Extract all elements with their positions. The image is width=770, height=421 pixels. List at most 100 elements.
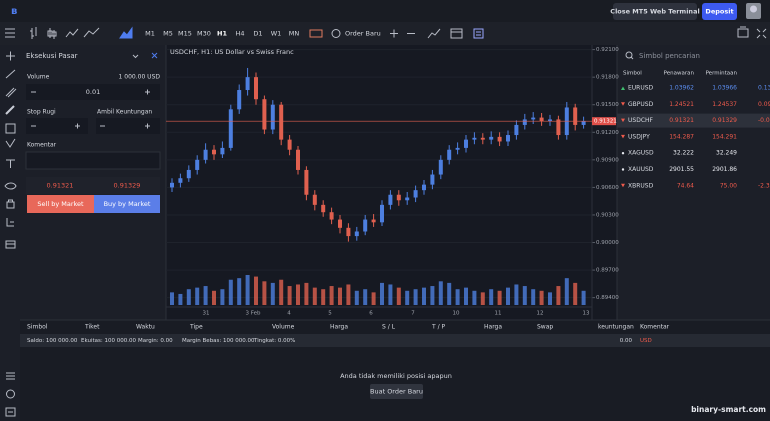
time-label: 3 Feb (246, 311, 261, 317)
volume-bar (514, 284, 519, 305)
change: -2.39 (758, 182, 770, 189)
symbol[interactable]: EURUSD (628, 85, 654, 92)
volume-bar (556, 286, 561, 305)
timeframe[interactable]: D1 (253, 30, 262, 38)
timeframe[interactable]: M15 (178, 30, 192, 38)
timeframe[interactable]: MN (289, 30, 300, 38)
left-toolbar (0, 45, 20, 421)
volume-bar (287, 286, 292, 305)
search-input[interactable]: Simbol pencarian (639, 52, 700, 60)
stepper[interactable] (31, 123, 150, 129)
top-bar (0, 0, 770, 22)
volume-bar (321, 289, 326, 305)
timeframe[interactable]: H4 (235, 30, 244, 38)
timeframe[interactable]: H1 (217, 30, 227, 38)
symbol[interactable]: XAGUSD (628, 150, 654, 157)
ask: 2901.86 (712, 166, 737, 173)
candle-body (178, 178, 183, 183)
order-button[interactable]: Order Baru (345, 30, 381, 38)
column-header: Swap (537, 324, 553, 331)
volume-bar (405, 290, 410, 305)
candle-body (447, 149, 452, 160)
volume-bar (480, 292, 485, 305)
symbol[interactable]: XBRUSD (628, 182, 654, 189)
change: 0.09 (758, 101, 770, 108)
volume-bar (296, 284, 300, 305)
deposit-button-label: Deposit (705, 8, 733, 16)
volume-bar (178, 293, 183, 305)
search-icon (625, 51, 633, 59)
take-profit-input[interactable] (96, 118, 160, 134)
comment-label: Komentar (27, 142, 57, 149)
time-label: 5 (328, 311, 332, 317)
volume-bar (489, 289, 494, 305)
market-watch (617, 45, 770, 320)
price-tick-label: 0.90300 (596, 212, 619, 218)
toolbar-icons[interactable] (5, 26, 767, 39)
take-profit-label: Ambil Keuntungan (97, 109, 152, 116)
time-label: 10 (453, 311, 460, 317)
volume-bar (573, 282, 578, 305)
candle-body (279, 104, 284, 140)
volume-input[interactable] (26, 84, 160, 100)
logo[interactable]: ʙ (11, 6, 17, 17)
sell-button[interactable] (27, 195, 94, 213)
close-panel[interactable] (151, 52, 158, 59)
candle-body (388, 194, 393, 205)
candle-body (396, 194, 401, 201)
candle-body (228, 109, 233, 148)
close-button[interactable] (613, 3, 697, 20)
stepper[interactable] (31, 89, 150, 95)
sell-button-label: Sell by Market (37, 200, 84, 208)
timeframes: M1 M5 M15 M30 H1 H4 D1 W1 MN (145, 30, 299, 38)
column-header: Simbol (623, 71, 642, 77)
candle-body (413, 190, 418, 198)
column-header: Harga (484, 324, 502, 331)
timeframe[interactable]: M1 (145, 30, 155, 38)
candle-body (371, 219, 376, 223)
time-label: 31 (203, 311, 210, 317)
volume-bar (254, 276, 258, 305)
tick-dot (621, 152, 625, 155)
symbol[interactable]: GBPUSD (628, 101, 654, 108)
candle-body (422, 184, 426, 191)
volume-bar (422, 287, 426, 305)
symbol[interactable]: USDJPY (628, 133, 650, 140)
candle-body (245, 77, 250, 91)
ask: 75.00 (720, 182, 737, 189)
volume-bar (338, 287, 342, 305)
price-tick-label: 0.91800 (596, 75, 619, 81)
volume-bar (455, 289, 460, 305)
symbol[interactable]: XAUUSD (628, 166, 654, 173)
execution-mode[interactable]: Eksekusi Pasar (26, 52, 78, 60)
time-label: 4 (287, 311, 291, 317)
row-highlight (617, 113, 770, 128)
timeframe[interactable]: W1 (271, 30, 282, 38)
candle-body (237, 90, 242, 110)
trade-table: Simbol Tiket Waktu Tipe Volume Harga S / L T / … (27, 324, 670, 331)
candle-body (354, 231, 359, 237)
comment-input[interactable] (25, 151, 161, 170)
candle-body (296, 149, 300, 170)
time-label: 12 (537, 311, 544, 317)
deposit-button[interactable] (702, 3, 737, 20)
candle-body (186, 169, 191, 179)
timeframe[interactable]: M30 (197, 30, 211, 38)
bid: 1.03962 (669, 85, 694, 92)
column-header: Harga (330, 324, 348, 331)
stop-loss-input[interactable] (26, 118, 88, 134)
ask: 32.249 (716, 150, 737, 157)
symbol[interactable]: USDCHF (628, 117, 654, 124)
new-order-button[interactable] (370, 384, 423, 399)
timeframe[interactable]: M5 (163, 30, 173, 38)
time-label: 13 (583, 311, 590, 317)
volume-bar (220, 289, 225, 305)
volume-bar (363, 289, 368, 305)
candle-body (170, 182, 174, 188)
volume-bar (531, 289, 536, 305)
buy-button[interactable] (94, 195, 160, 213)
chart-area (166, 45, 617, 320)
drawing-tools[interactable] (4, 51, 17, 417)
tick-arrow (621, 134, 625, 139)
